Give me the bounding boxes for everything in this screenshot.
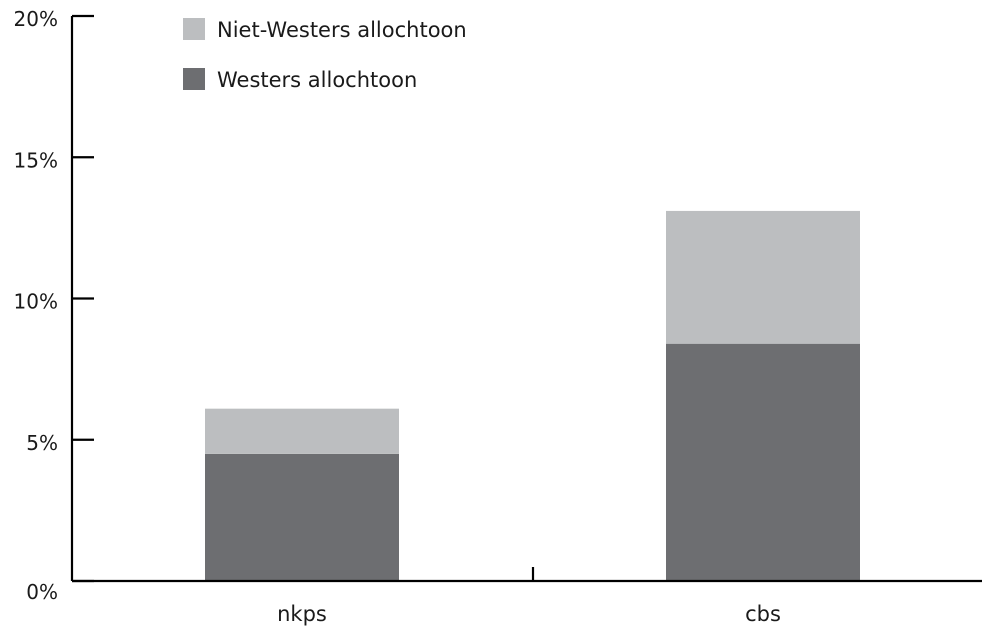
y-tick-label: 20% <box>14 7 58 31</box>
y-tick-label: 10% <box>14 290 58 314</box>
x-category-label: cbs <box>745 602 781 626</box>
bar-cbs-westers-allochtoon <box>666 343 860 581</box>
axes-layer: 0% 5% 10% 15% 20% nkps cbs <box>14 7 982 626</box>
y-tick-label: 0% <box>26 580 58 604</box>
bar-cbs-niet-westers-allochtoon <box>666 210 860 344</box>
x-category-label: nkps <box>277 602 327 626</box>
y-tick-label: 15% <box>14 148 58 172</box>
legend-swatch <box>183 68 205 90</box>
y-tick-label: 5% <box>26 431 58 455</box>
legend-label: Westers allochtoon <box>217 68 417 92</box>
bar-nkps-westers-allochtoon <box>205 453 399 581</box>
bar-nkps-niet-westers-allochtoon <box>205 408 399 454</box>
legend-swatch <box>183 18 205 40</box>
legend-label: Niet-Westers allochtoon <box>217 18 467 42</box>
bars-layer <box>205 210 860 581</box>
legend: Niet-Westers allochtoon Westers allochtoo… <box>183 18 467 92</box>
